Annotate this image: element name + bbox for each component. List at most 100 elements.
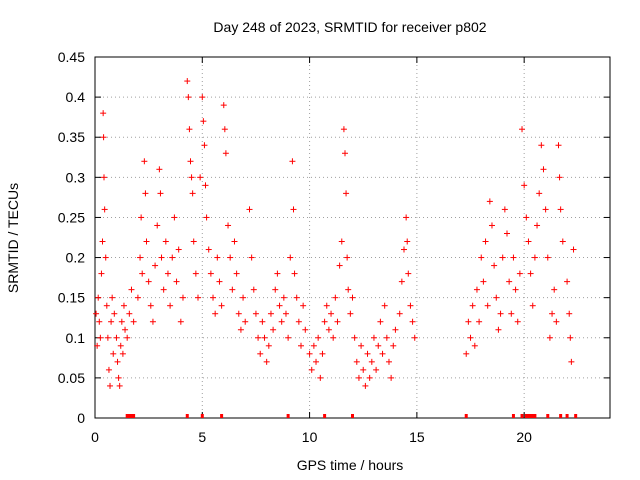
data-point: [154, 222, 161, 229]
plot-frame: [94, 56, 611, 419]
x-tick-label: 0: [91, 429, 99, 445]
data-point: [255, 334, 262, 341]
data-point: [510, 254, 517, 261]
data-point: [368, 358, 375, 365]
data-point: [302, 326, 309, 333]
y-tick-label: 0: [77, 410, 85, 426]
data-point: [250, 286, 257, 293]
data-point: [188, 174, 195, 181]
data-point: [162, 238, 169, 245]
data-point: [272, 286, 279, 293]
data-point: [527, 270, 534, 277]
data-point: [278, 318, 285, 325]
data-point: [124, 334, 131, 341]
data-point: [130, 318, 137, 325]
data-point: [137, 254, 144, 261]
data-point: [411, 334, 418, 341]
data-point: [169, 254, 176, 261]
data-point: [248, 254, 255, 261]
data-point: [323, 302, 330, 309]
data-point: [298, 342, 304, 349]
data-point: [231, 238, 238, 245]
y-axis-label: SRMTID / TECUs: [5, 183, 21, 293]
data-point: [473, 286, 480, 293]
data-point: [516, 270, 523, 277]
data-point: [235, 310, 242, 317]
data-point: [551, 286, 558, 293]
data-point: [225, 222, 232, 229]
y-tick-label: 0.3: [66, 169, 86, 185]
data-point: [512, 286, 519, 293]
data-point: [227, 254, 234, 261]
data-point: [536, 190, 543, 197]
data-point: [488, 222, 495, 229]
data-point: [218, 302, 225, 309]
data-point: [141, 158, 148, 165]
data-point: [497, 310, 504, 317]
data-point: [167, 302, 174, 309]
data-point: [306, 350, 313, 357]
data-point: [128, 286, 135, 293]
data-point: [143, 238, 150, 245]
data-point: [343, 190, 350, 197]
data-point: [179, 294, 186, 301]
y-tick-label: 0.15: [58, 290, 85, 306]
chart-grid: [95, 57, 610, 418]
data-point: [186, 126, 193, 133]
data-point: [96, 318, 103, 325]
data-point: [102, 254, 109, 261]
data-point: [257, 350, 264, 357]
data-point: [385, 358, 392, 365]
y-tick-label: 0.05: [58, 370, 85, 386]
data-point: [506, 278, 513, 285]
data-point: [202, 182, 209, 189]
data-point: [164, 270, 171, 277]
y-tick-label: 0.35: [58, 129, 85, 145]
data-point: [398, 278, 405, 285]
data-point: [317, 374, 324, 381]
data-point: [377, 318, 384, 325]
data-point: [111, 310, 118, 317]
data-point: [214, 254, 221, 261]
data-point: [555, 142, 562, 149]
data-point: [119, 350, 126, 357]
axis-ticks: 0 0.05 0.1 0.15 0.2 0.25 0.3 0.35 0.4 0.45 0 5 10 15 2…: [58, 49, 610, 445]
data-point: [463, 350, 470, 357]
data-point: [157, 190, 164, 197]
data-point: [557, 206, 564, 213]
data-point: [104, 334, 111, 341]
data-point: [287, 254, 294, 261]
data-point: [274, 270, 281, 277]
data-point: [469, 302, 476, 309]
data-point: [100, 134, 107, 141]
data-point: [139, 270, 146, 277]
data-point: [355, 374, 362, 381]
data-point: [95, 294, 102, 301]
data-point: [403, 214, 410, 221]
data-point: [158, 254, 165, 261]
data-point: [190, 238, 197, 245]
data-point: [544, 254, 551, 261]
data-point: [221, 126, 228, 133]
data-point: [360, 366, 367, 373]
data-point: [94, 342, 101, 349]
data-point: [315, 334, 322, 341]
data-point: [126, 310, 133, 317]
data-point: [508, 310, 515, 317]
data-point: [242, 318, 249, 325]
data-point: [197, 174, 204, 181]
data-point: [138, 214, 145, 221]
data-point: [491, 262, 498, 269]
data-point: [347, 310, 354, 317]
data-point: [564, 278, 571, 285]
data-point: [349, 294, 356, 301]
data-point: [300, 302, 307, 309]
data-point: [187, 158, 194, 165]
data-point: [364, 350, 371, 357]
data-point: [345, 286, 352, 293]
data-point: [344, 254, 351, 261]
data-point: [546, 334, 553, 341]
data-point: [115, 374, 122, 381]
data-point: [259, 318, 266, 325]
y-tick-label: 0.1: [66, 330, 86, 346]
